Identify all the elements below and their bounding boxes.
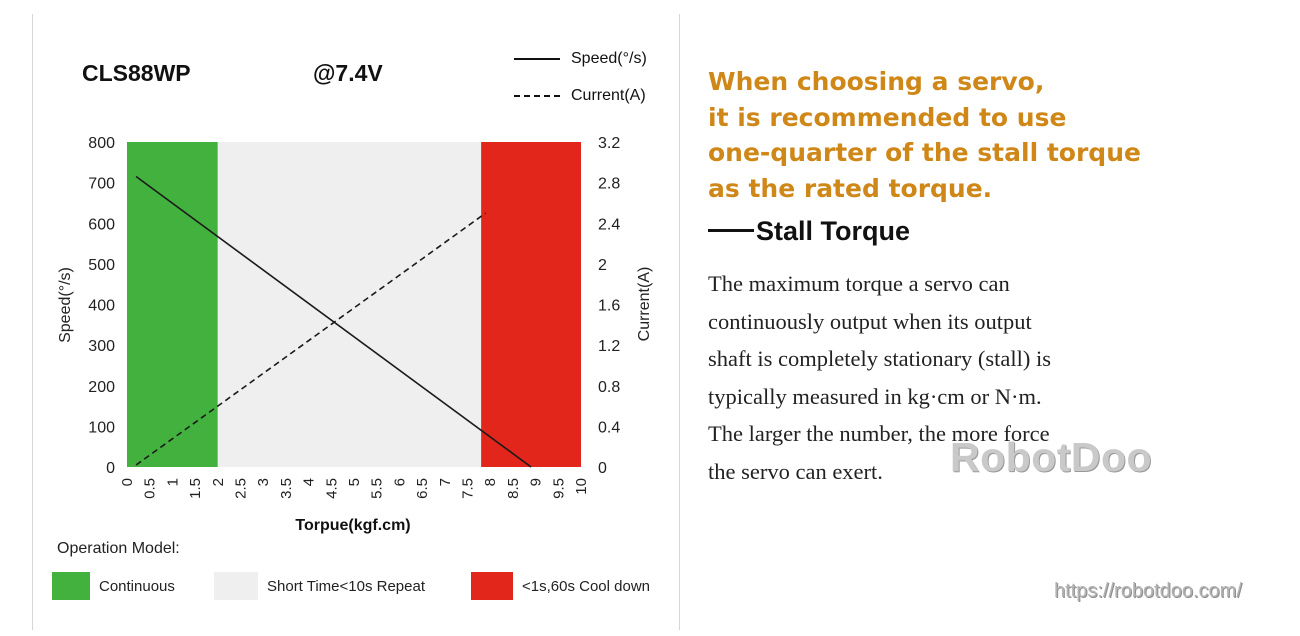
y2-tick-label: 1.2 — [598, 338, 620, 355]
x-tick-label: 5 — [346, 478, 363, 486]
y-tick-label: 500 — [88, 257, 115, 274]
chart-voltage-label: @7.4V — [313, 60, 383, 86]
recommendation-line: as the rated torque. — [708, 173, 993, 203]
legend-current: Current(A) — [514, 85, 646, 107]
y2-tick-label: 2 — [598, 257, 607, 274]
x-tick-label: 4.5 — [323, 478, 340, 499]
legend-current-label: Current(A) — [571, 87, 646, 104]
continuous-label: Continuous — [99, 577, 175, 595]
description-line: typically measured in kg·cm or N·m. — [708, 383, 1042, 409]
chart-panel — [32, 14, 680, 630]
description-line: The larger the number, the more force — [708, 421, 1050, 447]
short-time-label: Short Time<10s Repeat — [267, 577, 426, 595]
x-axis-title: Torpue(kgf.cm) — [295, 517, 410, 534]
x-tick-label: 3 — [255, 478, 272, 486]
x-tick-label: 5.5 — [369, 478, 386, 499]
x-tick-label: 9.5 — [550, 478, 567, 499]
region-1 — [217, 142, 482, 467]
x-tick-label: 0 — [119, 478, 136, 486]
recommendation-line: When choosing a servo, — [708, 67, 1045, 96]
short-time-swatch — [214, 572, 258, 600]
y2-tick-label: 3.2 — [598, 135, 620, 152]
description-line: shaft is completely stationary (stall) i… — [708, 346, 1052, 372]
region-2 — [481, 142, 581, 467]
description-line: the servo can exert. — [708, 458, 883, 484]
x-tick-label: 2 — [210, 478, 227, 486]
y2-tick-label: 0.8 — [598, 379, 620, 396]
x-tick-label: 6.5 — [414, 478, 431, 499]
site-url: https://robotdoo.com/ — [1054, 580, 1242, 602]
legend-speed-label: Speed(°/s) — [571, 50, 647, 67]
x-tick-label: 2.5 — [233, 478, 250, 499]
x-tick-label: 8 — [482, 478, 499, 486]
x-tick-label: 10 — [573, 478, 590, 495]
y2-tick-label: 0.4 — [598, 419, 620, 436]
y2-tick-label: 1.6 — [598, 298, 620, 315]
y2-tick-label: 2.4 — [598, 216, 620, 233]
y-tick-label: 600 — [88, 216, 115, 233]
legend-speed: Speed(°/s) — [514, 48, 647, 70]
x-tick-label: 7 — [437, 478, 454, 486]
x-tick-label: 8.5 — [505, 478, 522, 499]
continuous-swatch — [52, 572, 90, 600]
recommendation-line: it is recommended to use — [708, 102, 1067, 132]
y-tick-label: 100 — [88, 419, 115, 436]
y-tick-label: 300 — [88, 338, 115, 355]
y-tick-label: 200 — [88, 379, 115, 396]
y-axis-title: Speed(°/s) — [57, 267, 74, 343]
x-tick-label: 1.5 — [187, 478, 204, 499]
x-tick-label: 7.5 — [460, 478, 477, 499]
description-line: The maximum torque a servo can — [708, 271, 1010, 296]
current-line — [135, 212, 487, 466]
y2-axis-title: Current(A) — [636, 267, 653, 342]
operation-short-time: Short Time<10s Repeat — [214, 572, 425, 600]
y-tick-label: 400 — [88, 298, 115, 315]
description-line: continuously output when its output — [708, 308, 1032, 334]
robotdoo-watermark: RobotDoo — [950, 434, 1153, 480]
y-tick-label: 0 — [106, 460, 115, 477]
operation-model-title: Operation Model: — [57, 540, 180, 557]
chart-model-label: CLS88WP — [82, 60, 191, 86]
region-0 — [127, 142, 218, 467]
stall-torque-heading: Stall Torque — [708, 216, 910, 247]
x-tick-label: 1 — [164, 478, 181, 486]
x-tick-label: 0.5 — [142, 478, 159, 499]
stall-description: The maximum torque a servo can continuou… — [708, 265, 1148, 491]
y-tick-label: 800 — [88, 135, 115, 152]
recommendation-text: When choosing a servo, it is recommended… — [708, 64, 1268, 206]
solid-line-swatch — [514, 58, 560, 60]
cool-down-label: <1s,60s Cool down — [522, 577, 650, 595]
x-tick-label: 4 — [301, 478, 318, 486]
heading-dash — [708, 229, 754, 233]
cool-down-swatch — [471, 572, 513, 600]
x-tick-label: 3.5 — [278, 478, 295, 499]
x-tick-label: 6 — [391, 478, 408, 486]
operation-continuous: Continuous — [52, 572, 175, 600]
y2-tick-label: 0 — [598, 460, 607, 477]
dashed-line-swatch — [514, 95, 560, 97]
operation-cool-down: <1s,60s Cool down — [471, 572, 650, 600]
recommendation-line: one-quarter of the stall torque — [708, 138, 1141, 167]
stall-heading-text: Stall Torque — [756, 216, 911, 246]
y-tick-label: 700 — [88, 176, 115, 193]
x-tick-label: 9 — [528, 478, 545, 486]
y2-tick-label: 2.8 — [598, 176, 620, 193]
